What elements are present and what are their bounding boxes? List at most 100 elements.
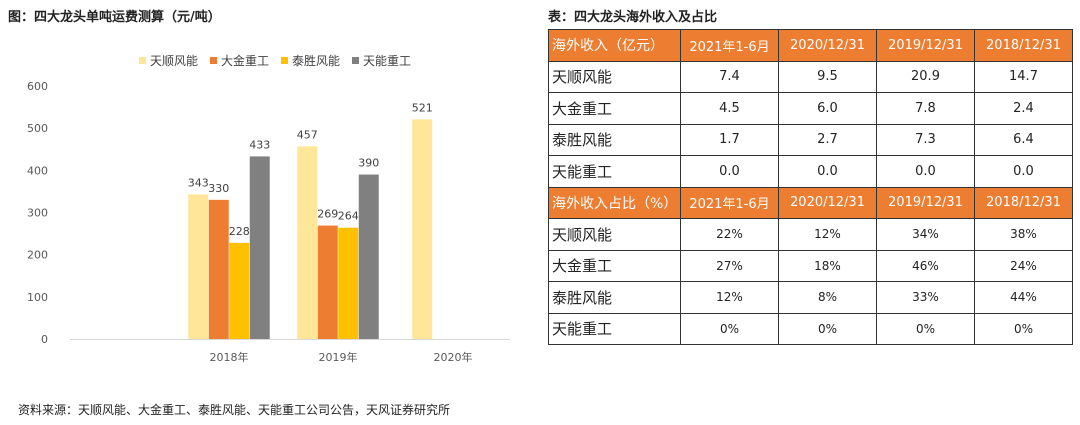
bar (412, 119, 433, 339)
table-row: 大金重工 4.5 6.0 7.8 2.4 (548, 92, 1073, 125)
table-cell: 2.7 (778, 123, 877, 156)
table-cell: 27% (680, 249, 779, 282)
table-cell: 7.8 (876, 92, 975, 125)
table-header-cell: 2018/12/31 (974, 29, 1073, 62)
table-cell: 38% (974, 218, 1073, 251)
x-tick-label: 2018年 (210, 350, 249, 364)
row-label-cell: 泰胜风能 (548, 281, 681, 314)
table-cell: 6.4 (974, 123, 1073, 156)
data-label: 269 (317, 208, 338, 221)
table-header-cell: 2020/12/31 (778, 29, 877, 62)
data-label: 343 (188, 176, 209, 189)
table-cell: 22% (680, 218, 779, 251)
legend-label: 大金重工 (221, 53, 269, 68)
data-label: 521 (412, 101, 433, 114)
y-tick-label: 500 (27, 122, 48, 135)
table-header-cell: 2018/12/31 (974, 186, 1073, 219)
table-row: 天顺风能 7.4 9.5 20.9 14.7 (548, 60, 1073, 93)
table-cell: 2.4 (974, 92, 1073, 125)
chart-title: 图：四大龙头单吨运费测算（元/吨） (8, 10, 221, 25)
table-header-cell: 2021年1-6月 (680, 186, 779, 219)
row-label-cell: 泰胜风能 (548, 123, 681, 156)
table-cell: 18% (778, 249, 877, 282)
table-cell: 6.0 (778, 92, 877, 125)
data-label: 228 (229, 225, 250, 238)
table-cell: 44% (974, 281, 1073, 314)
row-label-cell: 大金重工 (548, 249, 681, 282)
row-label-cell: 天能重工 (548, 312, 681, 345)
table-header-cell: 2019/12/31 (876, 186, 975, 219)
table-row: 天能重工 0.0 0.0 0.0 0.0 (548, 155, 1073, 188)
legend-swatch (210, 57, 217, 64)
row-label-cell: 天顺风能 (548, 218, 681, 251)
table-cell: 20.9 (876, 60, 975, 93)
bar-chart: 0 100 200 300 400 500 600 343 330 228 433 2018年 457 2… (27, 53, 510, 364)
legend-swatch (281, 57, 288, 64)
legend-swatch (352, 57, 359, 64)
table-cell: 1.7 (680, 123, 779, 156)
data-label: 264 (338, 210, 359, 223)
bar (358, 174, 379, 339)
data-label: 330 (208, 182, 229, 195)
row-label-cell: 天能重工 (548, 155, 681, 188)
bar (317, 225, 338, 339)
x-tick-label: 2019年 (319, 350, 358, 364)
legend-label: 天能重工 (363, 54, 411, 68)
table-row: 天能重工 0% 0% 0% 0% (548, 312, 1073, 345)
table-header-cell: 2020/12/31 (778, 186, 877, 219)
table-header-cell: 海外收入占比（%） (548, 186, 681, 219)
bar (208, 199, 229, 339)
table-cell: 0.0 (876, 155, 975, 188)
table-header-cell: 2019/12/31 (876, 29, 975, 62)
y-tick-label: 200 (27, 249, 48, 262)
table-title: 表：四大龙头海外收入及占比 (548, 10, 718, 25)
table-cell: 33% (876, 281, 975, 314)
bar (338, 227, 359, 339)
table-cell: 24% (974, 249, 1073, 282)
y-tick-label: 400 (27, 164, 48, 177)
table-cell: 12% (778, 218, 877, 251)
overseas-revenue-table: 海外收入（亿元） 2021年1-6月 2020/12/31 2019/12/31 201… (548, 29, 1073, 345)
table-row: 天顺风能 22% 12% 34% 38% (548, 218, 1073, 251)
row-label-cell: 天顺风能 (548, 60, 681, 93)
y-tick-label: 600 (27, 80, 48, 93)
table-cell: 0% (876, 312, 975, 345)
legend-label: 天顺风能 (150, 54, 198, 68)
data-label: 433 (249, 138, 270, 151)
bar (188, 194, 209, 339)
data-label: 390 (358, 157, 379, 170)
table-cell: 0% (778, 312, 877, 345)
source-note: 资料来源：天顺风能、大金重工、泰胜风能、天能重工公司公告，天风证券研究所 (18, 403, 451, 417)
table-cell: 8% (778, 281, 877, 314)
table-cell: 46% (876, 249, 975, 282)
table-row: 泰胜风能 1.7 2.7 7.3 6.4 (548, 123, 1073, 156)
table-cell: 12% (680, 281, 779, 314)
table-cell: 14.7 (974, 60, 1073, 93)
x-tick-label: 2020年 (434, 350, 473, 364)
table-cell: 0% (974, 312, 1073, 345)
table-row: 海外收入（亿元） 2021年1-6月 2020/12/31 2019/12/31 201… (548, 29, 1073, 62)
y-tick-label: 100 (27, 291, 48, 304)
table-cell: 0.0 (680, 155, 779, 188)
legend-label: 泰胜风能 (292, 53, 340, 68)
table-cell: 0.0 (778, 155, 877, 188)
bar (249, 156, 270, 339)
table-row: 大金重工 27% 18% 46% 24% (548, 249, 1073, 282)
table-header-cell: 2021年1-6月 (680, 29, 779, 62)
table-row: 海外收入占比（%） 2021年1-6月 2020/12/31 2019/12/31 20… (548, 186, 1073, 219)
table-cell: 0% (680, 312, 779, 345)
table-cell: 34% (876, 218, 975, 251)
y-tick-label: 0 (41, 333, 48, 346)
table-cell: 4.5 (680, 92, 779, 125)
table-cell: 9.5 (778, 60, 877, 93)
table-cell: 7.3 (876, 123, 975, 156)
data-label: 457 (297, 128, 318, 141)
bar (229, 242, 250, 339)
row-label-cell: 大金重工 (548, 92, 681, 125)
table-cell: 7.4 (680, 60, 779, 93)
table-cell: 0.0 (974, 155, 1073, 188)
legend-swatch (139, 57, 146, 64)
y-tick-label: 300 (27, 207, 48, 220)
table-row: 泰胜风能 12% 8% 33% 44% (548, 281, 1073, 314)
table-header-cell: 海外收入（亿元） (548, 29, 681, 62)
